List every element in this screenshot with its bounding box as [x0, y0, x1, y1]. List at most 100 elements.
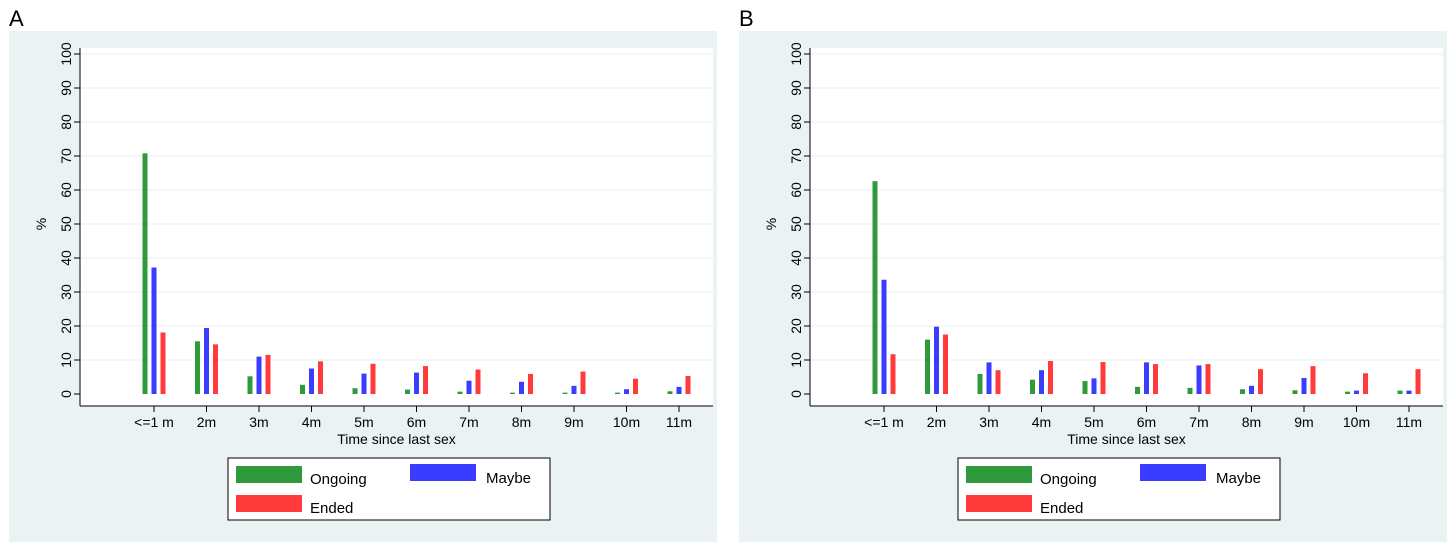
legend-swatch-ended — [236, 495, 302, 512]
y-tick-label: 50 — [788, 216, 804, 232]
legend-swatch-ended — [966, 495, 1032, 512]
legend-label-ended: Ended — [310, 500, 353, 517]
y-tick-label: 10 — [788, 352, 804, 368]
bar-ended — [633, 378, 638, 394]
bar-ongoing — [977, 373, 983, 394]
x-tick-label: 2m — [197, 414, 216, 430]
bar-ongoing — [872, 181, 878, 394]
y-tick-label: 20 — [58, 318, 74, 334]
x-tick-label: 10m — [1343, 414, 1370, 430]
bar-maybe — [986, 362, 992, 394]
y-tick-label: 20 — [788, 318, 804, 334]
y-tick-label: 60 — [788, 182, 804, 198]
bar-ongoing — [247, 376, 253, 394]
y-tick-label: 40 — [788, 250, 804, 266]
bar-maybe — [1406, 390, 1412, 394]
bar-maybe — [624, 389, 629, 394]
bar-ongoing — [1135, 386, 1140, 394]
x-tick-label: 8m — [1242, 414, 1261, 430]
bar-ongoing — [562, 392, 568, 394]
chart-panel-a: 0 10 20 30 40 50 60 70 80 90 100% <=1 m 2m 3m 4m 5m 6m 7m… — [33, 42, 713, 521]
bar-ended — [370, 363, 376, 394]
y-tick-label: 60 — [58, 182, 74, 198]
x-tick-label: 9m — [564, 414, 583, 430]
bar-ongoing — [405, 389, 410, 394]
x-tick-label: 9m — [1294, 414, 1313, 430]
bar-ended — [213, 344, 218, 394]
bar-ended — [1363, 373, 1368, 394]
bar-ended — [318, 361, 323, 394]
bar-ongoing — [142, 153, 148, 394]
x-tick-label: <=1 m — [134, 414, 174, 430]
y-tick-label: 80 — [788, 114, 804, 130]
y-tick-label: 90 — [788, 80, 804, 96]
bar-maybe — [309, 368, 314, 394]
bar-ongoing — [1292, 390, 1298, 394]
bar-ongoing — [352, 388, 358, 394]
bar-maybe — [466, 380, 472, 394]
bar-ended — [528, 373, 533, 394]
y-tick-label: 30 — [788, 284, 804, 300]
x-tick-label: 7m — [459, 414, 478, 430]
x-tick-label: 3m — [979, 414, 998, 430]
panel-label-b: B — [739, 6, 754, 31]
x-tick-label: 5m — [1084, 414, 1103, 430]
bar-ended — [1100, 362, 1106, 394]
bar-maybe — [519, 381, 524, 394]
x-tick-label: 3m — [249, 414, 268, 430]
bar-ongoing — [1345, 391, 1350, 394]
bar-maybe — [361, 373, 367, 394]
y-tick-label: 100 — [788, 42, 804, 66]
y-tick-label: 50 — [58, 216, 74, 232]
bar-ongoing — [1397, 390, 1403, 394]
bar-maybe — [204, 328, 209, 394]
bar-ongoing — [1240, 389, 1245, 394]
x-tick-label: 5m — [354, 414, 373, 430]
y-tick-label: 70 — [58, 148, 74, 164]
bar-ended — [1415, 369, 1421, 394]
bar-maybe — [1196, 365, 1202, 394]
x-tick-label: 7m — [1189, 414, 1208, 430]
y-axis-label: % — [33, 218, 49, 230]
bar-ended — [1153, 364, 1158, 394]
x-tick-label: 4m — [1032, 414, 1051, 430]
plot-area — [80, 48, 713, 406]
bar-ended — [995, 370, 1001, 394]
y-tick-label: 70 — [788, 148, 804, 164]
bar-maybe — [1301, 378, 1307, 394]
x-tick-label: 11m — [1396, 414, 1422, 430]
bar-maybe — [1091, 378, 1097, 394]
bar-ongoing — [667, 391, 673, 394]
legend-label-maybe: Maybe — [486, 470, 531, 487]
legend-swatch-maybe — [1140, 464, 1206, 481]
bar-maybe — [1249, 385, 1254, 394]
x-tick-label: <=1 m — [864, 414, 904, 430]
bar-maybe — [1039, 370, 1044, 394]
bar-ended — [475, 369, 481, 394]
y-tick-label: 40 — [58, 250, 74, 266]
bar-maybe — [1144, 362, 1149, 394]
legend-swatch-maybe — [410, 464, 476, 481]
bar-ongoing — [1187, 387, 1193, 394]
bar-maybe — [881, 279, 887, 394]
bar-ended — [685, 375, 691, 394]
y-tick-label: 10 — [58, 352, 74, 368]
chart-panel-b: 0 10 20 30 40 50 60 70 80 90 100% <=1 m 2m 3m 4m 5m 6m 7m… — [763, 42, 1443, 521]
x-tick-label: 10m — [613, 414, 640, 430]
bar-ongoing — [1082, 381, 1088, 394]
legend-label-ended: Ended — [1040, 500, 1083, 517]
y-tick-label: 0 — [58, 390, 74, 398]
y-tick-label: 80 — [58, 114, 74, 130]
bar-ended — [1205, 364, 1211, 394]
x-tick-label: 11m — [666, 414, 692, 430]
y-axis-label: % — [763, 218, 779, 230]
bar-ongoing — [300, 384, 305, 394]
panel-label-a: A — [9, 6, 24, 31]
bar-ongoing — [1030, 379, 1035, 394]
bar-ongoing — [457, 391, 463, 394]
bar-ongoing — [615, 392, 620, 394]
bar-ended — [265, 354, 271, 394]
bar-maybe — [151, 267, 157, 394]
bar-maybe — [571, 385, 577, 394]
bar-ended — [890, 354, 896, 394]
